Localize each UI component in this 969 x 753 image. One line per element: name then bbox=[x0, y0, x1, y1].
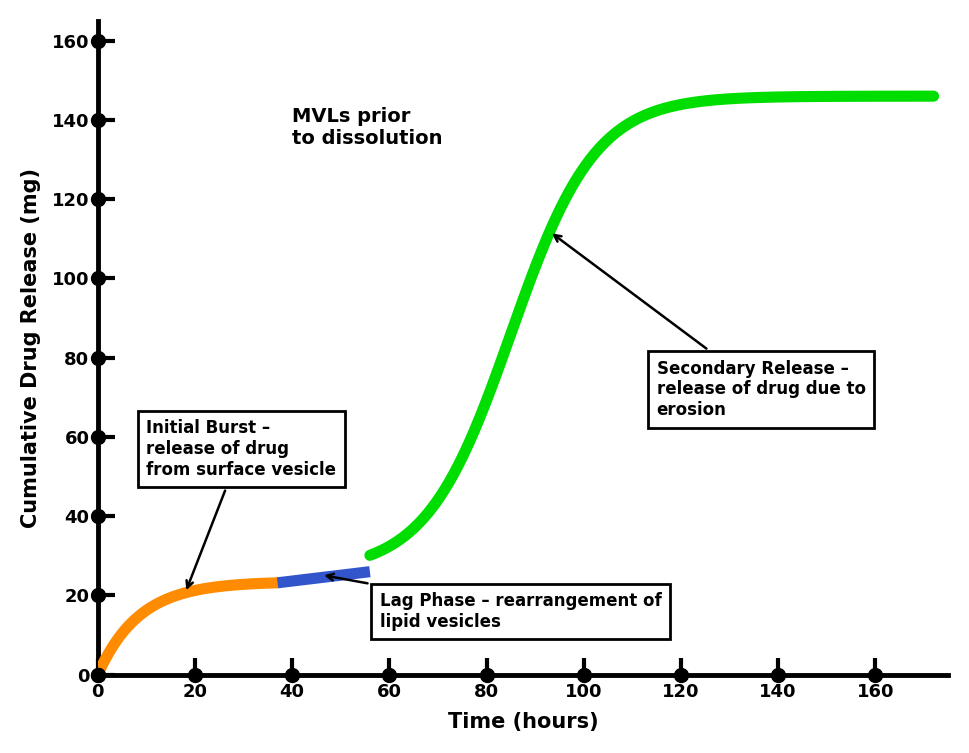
Y-axis label: Cumulative Drug Release (mg): Cumulative Drug Release (mg) bbox=[20, 168, 41, 528]
Text: Secondary Release –
release of drug due to
erosion: Secondary Release – release of drug due … bbox=[554, 235, 865, 419]
X-axis label: Time (hours): Time (hours) bbox=[448, 712, 598, 732]
Text: Lag Phase – rearrangement of
lipid vesicles: Lag Phase – rearrangement of lipid vesic… bbox=[327, 574, 662, 631]
Text: MVLs prior
to dissolution: MVLs prior to dissolution bbox=[292, 108, 443, 148]
Text: Initial Burst –
release of drug
from surface vesicle: Initial Burst – release of drug from sur… bbox=[146, 419, 336, 587]
